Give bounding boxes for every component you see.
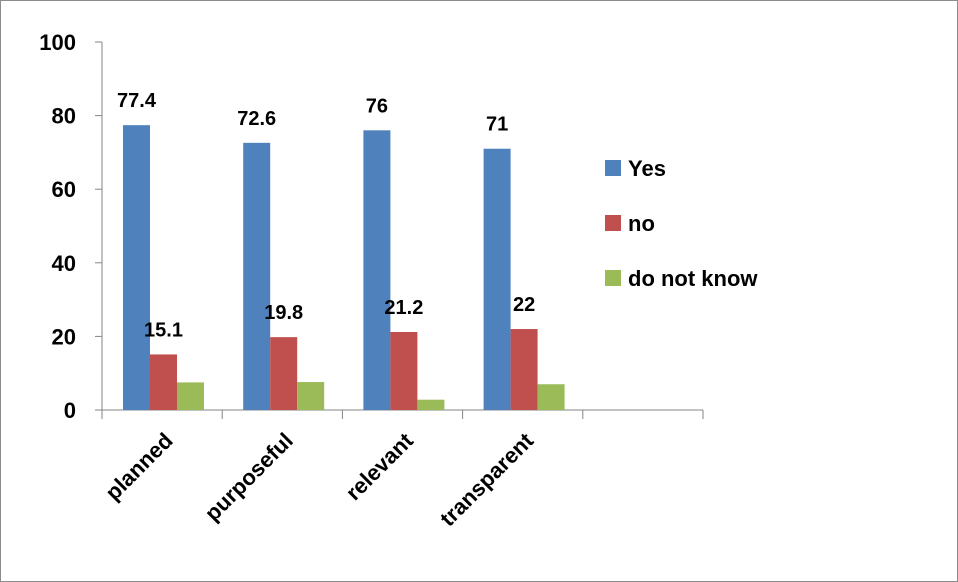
bar-yes-planned: [123, 125, 150, 410]
legend-swatch-do-not-know: [605, 270, 621, 286]
category-labels: planned purposeful relevant transparent: [100, 427, 538, 531]
data-label: 22: [513, 294, 535, 316]
y-tick-label: 60: [52, 177, 76, 202]
data-label: 21.2: [384, 297, 423, 319]
legend-label: do not know: [628, 266, 758, 291]
legend-swatch-no: [605, 215, 621, 231]
data-label: 15.1: [144, 319, 183, 341]
bar-do-not-know-planned: [177, 382, 204, 410]
data-label: 77.4: [117, 90, 157, 112]
category-label-transparent: transparent: [435, 427, 539, 531]
y-tick-label: 100: [39, 30, 76, 55]
bar-no-purposeful: [270, 337, 298, 410]
bars: [123, 125, 565, 410]
category-label-planned: planned: [100, 428, 177, 505]
legend-label: Yes: [628, 156, 666, 181]
y-tick-label: 80: [52, 104, 76, 129]
y-tick-label: 0: [64, 398, 76, 423]
bar-no-transparent: [510, 329, 538, 410]
bar-do-not-know-purposeful: [297, 382, 325, 410]
bar-no-planned: [150, 354, 177, 410]
bar-do-not-know-relevant: [417, 399, 445, 410]
category-label-relevant: relevant: [341, 427, 419, 505]
bar-do-not-know-transparent: [537, 384, 565, 410]
data-labels: 77.4 72.6 76 71 15.1 19.8 21.2 22: [117, 90, 535, 341]
data-label: 19.8: [264, 302, 303, 324]
y-tick-labels: 0 20 40 60 80 100: [39, 30, 76, 423]
data-label: 76: [366, 95, 388, 117]
data-label: 71: [486, 114, 508, 136]
legend: Yes no do not know: [605, 156, 758, 291]
legend-label: no: [628, 211, 655, 236]
bar-yes-purposeful: [243, 142, 271, 410]
category-label-purposeful: purposeful: [200, 428, 298, 526]
bar-yes-relevant: [363, 130, 391, 410]
data-label: 72.6: [237, 108, 276, 130]
bar-no-relevant: [390, 331, 418, 410]
y-tick-label: 20: [52, 324, 76, 349]
y-tick-label: 40: [52, 251, 76, 276]
bar-yes-transparent: [483, 148, 511, 410]
legend-swatch-yes: [605, 160, 621, 176]
